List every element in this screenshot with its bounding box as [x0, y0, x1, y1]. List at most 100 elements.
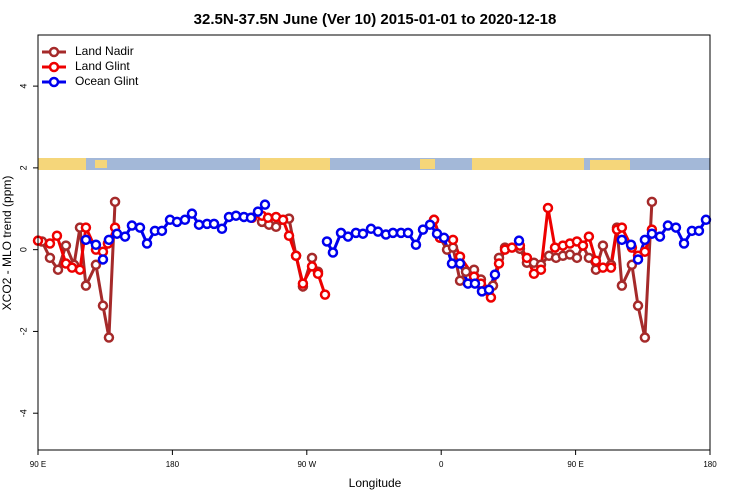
- data-point: [80, 280, 92, 291]
- legend-marker: [48, 61, 60, 73]
- data-point: [270, 221, 282, 233]
- data-point: [632, 300, 644, 311]
- land-ocean-strip: [38, 158, 710, 170]
- data-point: [80, 234, 92, 246]
- data-point: [44, 252, 56, 264]
- data-point: [662, 220, 674, 231]
- data-point: [51, 230, 63, 242]
- data-point: [616, 222, 628, 233]
- data-point: [179, 214, 191, 226]
- data-point: [312, 268, 324, 280]
- x-axis-label: Longitude: [349, 476, 402, 490]
- data-point: [97, 300, 109, 311]
- data-point: [387, 227, 399, 239]
- data-point: [186, 208, 198, 219]
- data-point: [597, 262, 609, 273]
- data-point: [489, 269, 501, 280]
- chart-title: 32.5N-37.5N June (Ver 10) 2015-01-01 to …: [194, 11, 557, 28]
- legend-label: Ocean Glint: [75, 74, 139, 88]
- data-point: [542, 202, 554, 214]
- data-point: [616, 234, 628, 246]
- x-tick-label: 0: [439, 460, 444, 469]
- data-point: [193, 219, 205, 230]
- data-point: [410, 239, 422, 250]
- data-point: [109, 196, 121, 208]
- data-point: [119, 231, 131, 242]
- legend-marker: [48, 46, 60, 58]
- data-point: [60, 240, 72, 251]
- data-point: [513, 235, 525, 246]
- data-point: [103, 332, 115, 343]
- data-point: [577, 240, 589, 251]
- data-point: [230, 210, 242, 221]
- data-point: [670, 222, 682, 233]
- data-point: [590, 255, 602, 266]
- y-axis-label: XCO2 - MLO trend (ppm): [0, 176, 14, 311]
- data-point: [103, 234, 115, 246]
- legend-label: Land Nadir: [75, 44, 134, 58]
- data-point: [357, 228, 369, 239]
- data-point: [417, 224, 429, 235]
- data-point: [678, 238, 690, 249]
- data-point: [141, 238, 153, 249]
- data-point: [632, 254, 644, 265]
- data-point: [625, 239, 637, 250]
- data-point: [605, 262, 617, 273]
- y-tick-label: 4: [18, 84, 28, 89]
- data-point: [639, 246, 651, 257]
- data-point: [111, 228, 123, 239]
- data-point: [283, 230, 295, 242]
- x-tick-label: 180: [703, 460, 717, 469]
- data-point: [319, 289, 331, 300]
- data-point: [245, 212, 257, 224]
- data-point: [424, 219, 436, 230]
- data-point: [277, 214, 289, 226]
- data-point: [306, 261, 318, 272]
- data-point: [521, 252, 533, 264]
- legend-marker: [48, 76, 60, 88]
- data-point: [447, 234, 459, 246]
- data-point: [446, 258, 458, 269]
- legend-label: Land Glint: [75, 59, 130, 73]
- y-tick-label: -2: [18, 327, 28, 335]
- data-point: [216, 223, 228, 235]
- data-point: [74, 264, 86, 275]
- data-point: [90, 259, 102, 271]
- data-point: [535, 264, 547, 275]
- data-point: [402, 227, 414, 239]
- data-point: [583, 231, 595, 242]
- x-tick-label: 90 E: [30, 460, 46, 469]
- data-point: [616, 280, 628, 291]
- data-point: [438, 232, 450, 244]
- data-point: [700, 214, 712, 226]
- data-point: [297, 278, 309, 289]
- y-tick-label: 2: [18, 165, 28, 170]
- data-point: [252, 206, 264, 217]
- data-point: [52, 264, 64, 275]
- x-tick-label: 90 E: [567, 460, 583, 469]
- data-point: [646, 196, 658, 208]
- data-point: [44, 238, 56, 249]
- data-point: [454, 258, 466, 269]
- data-point: [156, 225, 168, 237]
- data-point: [460, 266, 472, 277]
- data-point: [469, 278, 481, 289]
- data-point: [208, 218, 220, 230]
- data-point: [639, 332, 651, 343]
- data-point: [306, 252, 318, 264]
- data-point: [493, 258, 505, 269]
- data-point: [262, 212, 274, 224]
- data-point: [321, 236, 333, 247]
- data-point: [290, 250, 302, 262]
- data-point: [646, 228, 658, 239]
- data-point: [693, 225, 705, 237]
- data-point: [80, 222, 92, 233]
- data-point: [327, 247, 339, 258]
- data-point: [597, 240, 609, 251]
- data-point: [97, 254, 109, 265]
- data-point: [126, 220, 138, 231]
- data-point: [571, 252, 583, 264]
- plot-frame: [37, 34, 711, 451]
- y-tick-label: -4: [18, 409, 28, 417]
